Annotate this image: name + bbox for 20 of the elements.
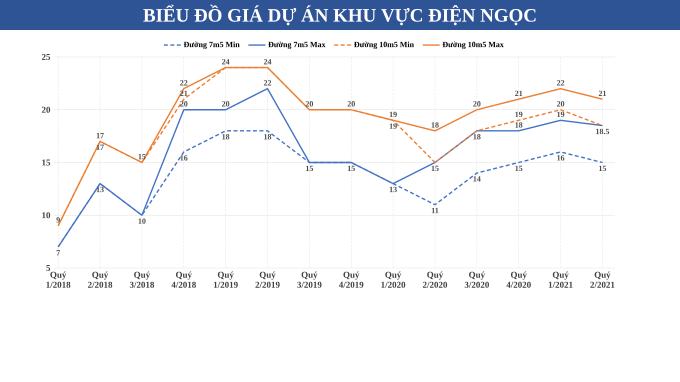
x-tick-label: Quý 2/2020: [422, 272, 448, 288]
x-tick-label: Quý 3/2019: [297, 272, 322, 288]
y-tick-label: 15: [42, 159, 50, 166]
x-tick-label: Quý 2/2019: [255, 272, 280, 288]
x-tick-label: Quý 4/2020: [506, 272, 531, 288]
x-tick-label: Quý 1/2020: [381, 272, 406, 288]
x-tick-label: Quý 2/2018: [88, 272, 112, 288]
x-tick-label: Quý 1/2021: [548, 272, 573, 288]
y-tick-label: 20: [42, 106, 50, 113]
y-tick-label: 5: [46, 265, 50, 271]
y-tick-label: 25: [42, 54, 50, 60]
x-tick-label: Quý 1/2019: [214, 272, 238, 288]
x-tick-label: Quý 4/2019: [338, 272, 364, 288]
x-tick-label: Quý 1/2018: [46, 272, 70, 288]
y-tick-label: 10: [42, 212, 50, 218]
x-tick-label: Quý 3/2018: [130, 272, 154, 288]
chart-title: BIỂU ĐỒ GIÁ DỰ ÁN KHU VỰC ĐIỆN NGỌC: [143, 4, 536, 26]
x-tick-label: Quý 4/2018: [171, 272, 196, 288]
x-tick-label: Quý 3/2020: [464, 272, 489, 288]
x-tick-label: Quý 2/2021: [590, 272, 614, 288]
